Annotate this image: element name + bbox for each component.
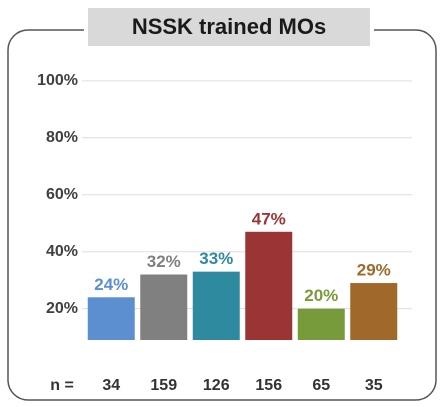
n-label: n = bbox=[50, 377, 74, 394]
x-tick-label: 156 bbox=[255, 377, 282, 394]
y-tick-label: 20% bbox=[46, 300, 78, 317]
bar bbox=[350, 283, 398, 340]
y-tick-label: 100% bbox=[37, 72, 78, 89]
value-label: 20% bbox=[304, 286, 338, 305]
x-tick-label: 65 bbox=[312, 377, 330, 394]
x-tick-label: 35 bbox=[365, 377, 383, 394]
title-box bbox=[84, 4, 374, 50]
chart-title: NSSK trained MOs bbox=[132, 14, 326, 39]
bar bbox=[140, 274, 188, 340]
x-tick-label: 159 bbox=[150, 377, 177, 394]
bar bbox=[87, 297, 135, 340]
bar bbox=[192, 271, 240, 340]
y-tick-label: 40% bbox=[46, 243, 78, 260]
y-tick-label: 80% bbox=[46, 129, 78, 146]
y-tick-label: 60% bbox=[46, 186, 78, 203]
x-tick-label: 34 bbox=[102, 377, 120, 394]
value-label: 32% bbox=[147, 252, 181, 271]
value-label: 29% bbox=[357, 261, 391, 280]
value-label: 33% bbox=[199, 249, 233, 268]
x-tick-label: 126 bbox=[203, 377, 230, 394]
value-label: 24% bbox=[94, 275, 128, 294]
bar bbox=[245, 231, 293, 340]
value-label: 47% bbox=[252, 209, 286, 228]
bar bbox=[297, 308, 345, 340]
